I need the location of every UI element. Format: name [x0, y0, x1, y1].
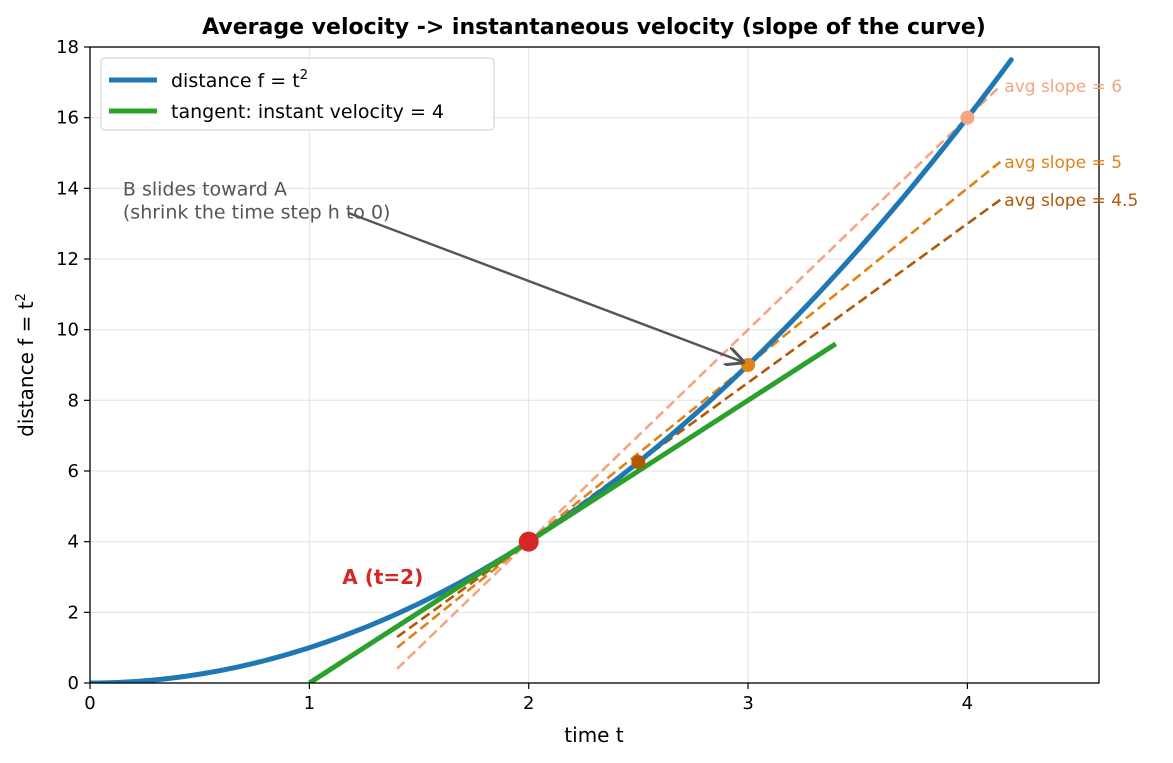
point-B-1	[741, 358, 756, 372]
x-tick-label: 2	[523, 693, 534, 714]
point-A-label: A (t=2)	[342, 565, 423, 589]
y-tick-label: 18	[56, 37, 79, 58]
y-tick-label: 10	[56, 320, 79, 341]
y-tick-label: 12	[56, 249, 79, 270]
secant-label-2: avg slope = 4.5	[1004, 191, 1138, 211]
annotation-arrow	[348, 211, 743, 362]
y-axis-label-main: distance f = t	[14, 301, 38, 437]
x-tick-label: 0	[84, 693, 95, 714]
y-tick-label: 8	[68, 390, 79, 411]
legend-box	[100, 57, 495, 131]
y-tick-label: 6	[68, 461, 79, 482]
legend-label-distance-sup: 2	[300, 68, 308, 83]
point-A	[518, 531, 539, 552]
point-B-0	[960, 110, 975, 125]
y-tick-label: 14	[56, 178, 79, 199]
distance-curve	[90, 57, 1014, 683]
legend-label-distance-main: distance f = t	[171, 70, 300, 92]
plot-frame	[89, 46, 1100, 684]
y-tick-label: 4	[68, 532, 79, 553]
point-B-2	[631, 455, 646, 470]
annotation-line-0: B slides toward A	[123, 178, 287, 200]
x-tick-label: 4	[962, 693, 973, 714]
y-axis-label: distance f = t2	[14, 293, 38, 437]
x-tick-label: 3	[742, 693, 753, 714]
legend-label-distance: distance f = t2	[171, 68, 308, 92]
chart-title: Average velocity -> instantaneous veloci…	[202, 15, 986, 40]
tangent-line	[307, 341, 838, 683]
annotation-line-1: (shrink the time step h to 0)	[123, 201, 391, 223]
plot-content	[90, 57, 1014, 683]
y-axis-label-sup: 2	[14, 293, 29, 301]
annotations: A (t=2) avg slope = 6 avg slope = 5 avg slo…	[123, 77, 1138, 589]
legend: distance f = t2 tangent: instant velocit…	[100, 57, 495, 131]
secant-line-1	[396, 160, 1002, 649]
y-tick-label: 2	[68, 602, 79, 623]
y-tick-label: 16	[56, 108, 79, 129]
x-tick-label: 1	[304, 693, 315, 714]
secant-label-0: avg slope = 6	[1004, 77, 1122, 97]
x-axis-label: time t	[564, 723, 624, 747]
secant-label-1: avg slope = 5	[1004, 153, 1122, 173]
secant-line-0	[396, 84, 1002, 670]
y-tick-label: 0	[68, 673, 79, 694]
legend-label-tangent: tangent: instant velocity = 4	[171, 101, 444, 123]
